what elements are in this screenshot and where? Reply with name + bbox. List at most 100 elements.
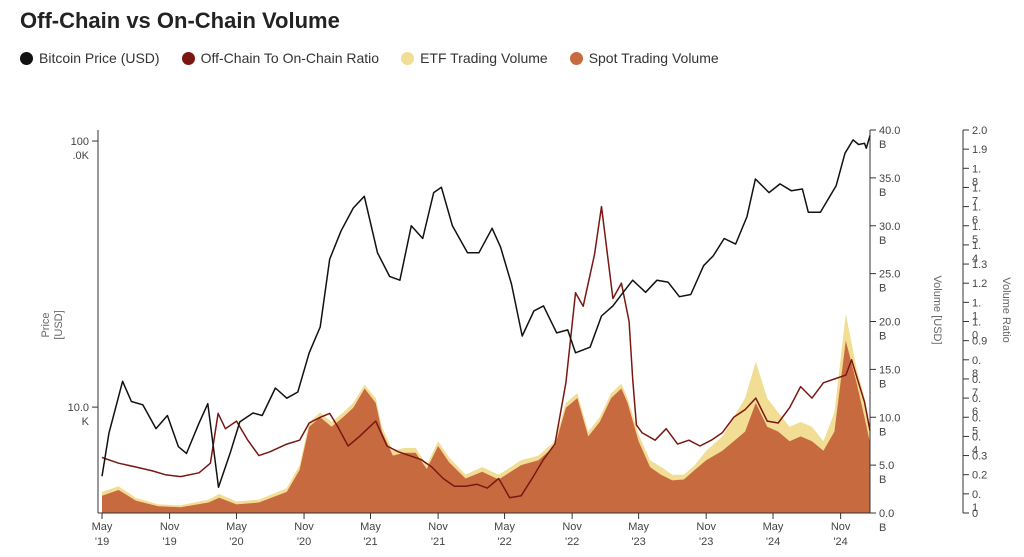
x-tick-label: May bbox=[360, 521, 381, 533]
volume-areas bbox=[102, 313, 870, 513]
ratio-tick-label: 1 bbox=[972, 502, 978, 514]
legend-label-bitcoin-price: Bitcoin Price (USD) bbox=[39, 50, 160, 66]
x-tick-label: Nov bbox=[831, 521, 851, 533]
ratio-tick-label: 1. bbox=[972, 163, 981, 175]
ratio-tick-label: 6 bbox=[972, 406, 978, 418]
legend: Bitcoin Price (USD) Off-Chain To On-Chai… bbox=[20, 50, 719, 66]
x-tick-label: Nov bbox=[428, 521, 448, 533]
ratio-tick-label: 0.9 bbox=[972, 336, 987, 348]
x-tick-label: May bbox=[226, 521, 247, 533]
volume-tick-label: 20.0 bbox=[879, 317, 900, 329]
x-tick-label: '23 bbox=[631, 536, 645, 548]
x-tick-label: May bbox=[763, 521, 784, 533]
legend-swatch-spot-volume bbox=[569, 51, 583, 65]
x-tick-label: '21 bbox=[363, 536, 377, 548]
ratio-tick-label: 1.3 bbox=[972, 259, 987, 271]
price-tick-label: 100 bbox=[71, 136, 89, 148]
ratio-tick-label: 2.0 bbox=[972, 125, 987, 137]
volume-tick-label: 0.0 bbox=[879, 508, 894, 520]
legend-label-spot-volume: Spot Trading Volume bbox=[588, 50, 719, 66]
series-lines bbox=[101, 135, 871, 499]
ratio-tick-label: 5 bbox=[972, 234, 978, 246]
ratio-tick-label: 0. bbox=[972, 412, 981, 424]
volume-tick-label: B bbox=[879, 522, 886, 534]
price-axis-title: [USD] bbox=[53, 310, 65, 339]
ratio-tick-label: 6 bbox=[972, 215, 978, 227]
x-tick-label: Nov bbox=[696, 521, 716, 533]
legend-swatch-bitcoin-price bbox=[20, 51, 33, 65]
volume-tick-label: 30.0 bbox=[879, 221, 900, 233]
ratio-tick-label: 1. bbox=[972, 317, 981, 329]
ratio-tick-label: 0. bbox=[972, 431, 981, 443]
legend-item-bitcoin-price[interactable]: Bitcoin Price (USD) bbox=[20, 50, 160, 66]
x-tick-label: Nov bbox=[160, 521, 180, 533]
volume-tick-label: 25.0 bbox=[879, 269, 900, 281]
volume-tick-label: 35.0 bbox=[879, 173, 900, 185]
x-tick-label: '22 bbox=[565, 536, 579, 548]
x-tick-label: '24 bbox=[766, 536, 780, 548]
ratio-tick-label: 8 bbox=[972, 368, 978, 380]
volume-tick-label: 15.0 bbox=[879, 364, 900, 376]
legend-label-ratio: Off-Chain To On-Chain Ratio bbox=[200, 50, 380, 66]
ratio-tick-label: 1 bbox=[972, 310, 978, 322]
x-tick-label: '19 bbox=[162, 536, 176, 548]
legend-item-etf-volume[interactable]: ETF Trading Volume bbox=[401, 50, 548, 66]
x-tick-label: '22 bbox=[497, 536, 511, 548]
ratio-tick-label: 1. bbox=[972, 297, 981, 309]
ratio-tick-label: 0 bbox=[972, 330, 978, 342]
x-tick-label: Nov bbox=[562, 521, 582, 533]
x-tick-label: '24 bbox=[833, 536, 847, 548]
ratio-axis-title: Volume Ratio bbox=[1000, 277, 1012, 342]
ratio-tick-label: 0.3 bbox=[972, 451, 987, 463]
volume-tick-label: 5.0 bbox=[879, 460, 894, 472]
volume-tick-label: 10.0 bbox=[879, 412, 900, 424]
area-spot-trading-volume bbox=[102, 340, 870, 513]
legend-swatch-etf-volume bbox=[401, 51, 415, 65]
ratio-tick-label: 0. bbox=[972, 489, 981, 501]
axes: May '19 Nov '19 May '20 Nov '20 May '21 Nov '21 May '… bbox=[40, 125, 1012, 548]
volume-tick-label: 40.0 bbox=[879, 125, 900, 137]
x-tick-label: '20 bbox=[229, 536, 243, 548]
x-tick-label: '21 bbox=[431, 536, 445, 548]
chart-title: Off-Chain vs On-Chain Volume bbox=[20, 8, 340, 33]
ratio-tick-label: 0 bbox=[972, 508, 978, 520]
ratio-tick-label: 0.2 bbox=[972, 470, 987, 482]
ratio-tick-label: 7 bbox=[972, 387, 978, 399]
ratio-tick-label: 1. bbox=[972, 240, 981, 252]
ratio-tick-label: 4 bbox=[972, 444, 978, 456]
ratio-tick-label: 1.9 bbox=[972, 144, 987, 156]
volume-tick-label: B bbox=[879, 426, 886, 438]
x-tick-label: May bbox=[92, 521, 113, 533]
ratio-tick-label: 5 bbox=[972, 425, 978, 437]
x-tick-label: '19 bbox=[95, 536, 109, 548]
volume-tick-label: B bbox=[879, 474, 886, 486]
line-off-chain-to-on-chain-ratio bbox=[101, 205, 871, 499]
x-tick-label: '20 bbox=[297, 536, 311, 548]
price-tick-label: K bbox=[82, 416, 90, 428]
ratio-tick-label: 0. bbox=[972, 374, 981, 386]
volume-tick-label: B bbox=[879, 139, 886, 151]
ratio-tick-label: 0. bbox=[972, 355, 981, 367]
volume-tick-label: B bbox=[879, 187, 886, 199]
ratio-tick-label: 8 bbox=[972, 176, 978, 188]
volume-tick-label: B bbox=[879, 331, 886, 343]
price-tick-label: .0K bbox=[72, 150, 89, 162]
ratio-tick-label: 1.2 bbox=[972, 278, 987, 290]
x-tick-label: May bbox=[628, 521, 649, 533]
price-tick-label: 10.0 bbox=[68, 402, 89, 414]
x-tick-label: '23 bbox=[699, 536, 713, 548]
legend-item-ratio[interactable]: Off-Chain To On-Chain Ratio bbox=[181, 50, 380, 66]
legend-label-etf-volume: ETF Trading Volume bbox=[420, 50, 548, 66]
volume-tick-label: B bbox=[879, 235, 886, 247]
volume-tick-label: B bbox=[879, 283, 886, 295]
line-bitcoin-price-usd bbox=[101, 135, 871, 488]
ratio-tick-label: 0. bbox=[972, 393, 981, 405]
ratio-tick-label: 4 bbox=[972, 253, 978, 265]
x-tick-label: Nov bbox=[294, 521, 314, 533]
ratio-tick-label: 7 bbox=[972, 195, 978, 207]
volume-axis-title: Volume [USD] bbox=[931, 275, 943, 344]
legend-item-spot-volume[interactable]: Spot Trading Volume bbox=[569, 50, 719, 66]
legend-swatch-ratio bbox=[181, 51, 195, 65]
ratio-tick-label: 1. bbox=[972, 202, 981, 214]
